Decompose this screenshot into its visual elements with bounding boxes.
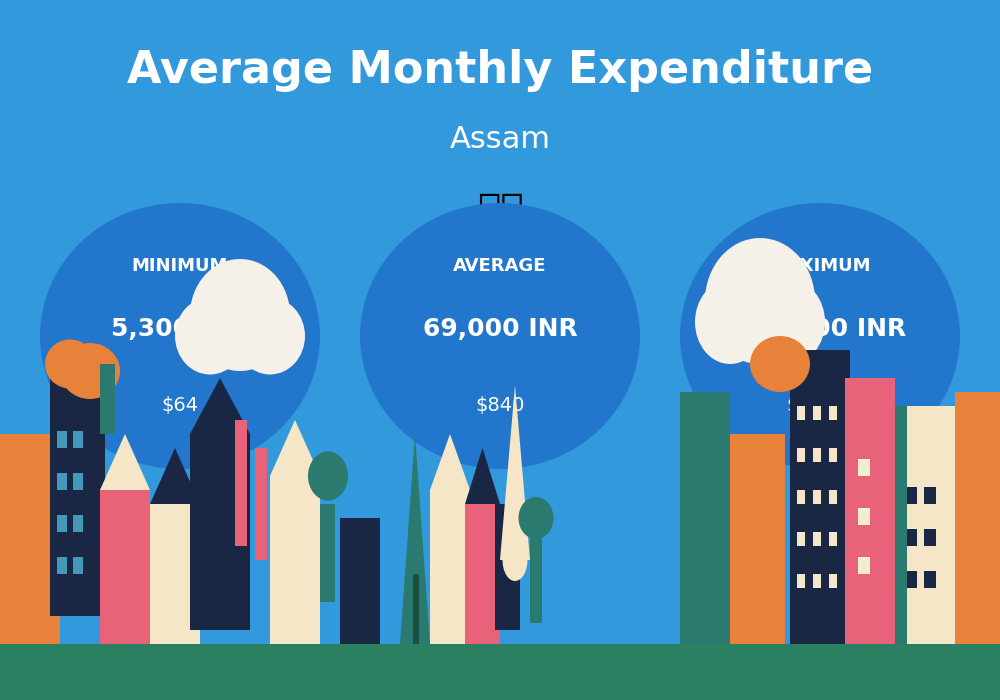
- Bar: [858, 556, 870, 574]
- Bar: [0, 434, 60, 644]
- Bar: [57, 430, 67, 448]
- Ellipse shape: [175, 298, 245, 374]
- Ellipse shape: [360, 203, 640, 469]
- Text: MAXIMUM: MAXIMUM: [769, 257, 871, 275]
- Bar: [530, 532, 542, 623]
- Ellipse shape: [308, 452, 348, 500]
- Bar: [270, 476, 320, 644]
- Text: 5,300 INR: 5,300 INR: [111, 317, 249, 341]
- Bar: [924, 486, 936, 504]
- Bar: [829, 406, 837, 420]
- Bar: [190, 434, 250, 630]
- Ellipse shape: [750, 336, 810, 392]
- Bar: [895, 406, 907, 644]
- Bar: [413, 574, 419, 644]
- Bar: [73, 556, 83, 574]
- Bar: [430, 490, 470, 644]
- Text: AVERAGE: AVERAGE: [453, 257, 547, 275]
- Bar: [340, 518, 380, 644]
- Polygon shape: [190, 378, 250, 434]
- Bar: [495, 504, 520, 630]
- Ellipse shape: [190, 259, 290, 371]
- Bar: [813, 574, 821, 588]
- Ellipse shape: [695, 280, 765, 364]
- Text: 🇮🇳: 🇮🇳: [477, 191, 523, 229]
- Bar: [829, 532, 837, 546]
- Bar: [0, 644, 1000, 700]
- Polygon shape: [150, 448, 200, 504]
- Bar: [797, 448, 805, 462]
- Bar: [858, 508, 870, 525]
- Bar: [797, 490, 805, 504]
- Bar: [730, 434, 785, 644]
- Bar: [73, 473, 83, 490]
- Bar: [73, 514, 83, 532]
- Bar: [57, 556, 67, 574]
- Bar: [50, 378, 105, 616]
- Ellipse shape: [755, 280, 825, 364]
- Bar: [924, 570, 936, 588]
- Bar: [955, 392, 1000, 644]
- Text: $8,400: $8,400: [786, 396, 854, 416]
- Ellipse shape: [45, 340, 95, 389]
- Bar: [829, 574, 837, 588]
- Bar: [57, 514, 67, 532]
- Bar: [858, 458, 870, 476]
- Bar: [895, 406, 955, 644]
- Ellipse shape: [680, 203, 960, 469]
- Text: MINIMUM: MINIMUM: [132, 257, 228, 275]
- Ellipse shape: [705, 238, 815, 364]
- Bar: [465, 504, 500, 644]
- Text: Average Monthly Expenditure: Average Monthly Expenditure: [127, 48, 873, 92]
- Bar: [924, 528, 936, 546]
- Bar: [73, 430, 83, 448]
- Ellipse shape: [60, 343, 120, 399]
- Ellipse shape: [503, 539, 528, 581]
- Bar: [813, 532, 821, 546]
- Text: $64: $64: [161, 396, 199, 416]
- Polygon shape: [465, 448, 500, 504]
- Polygon shape: [400, 434, 430, 644]
- Bar: [905, 528, 917, 546]
- Ellipse shape: [518, 497, 554, 539]
- Bar: [905, 486, 917, 504]
- Bar: [255, 448, 267, 560]
- Bar: [813, 490, 821, 504]
- Bar: [845, 378, 895, 644]
- Bar: [320, 504, 335, 602]
- Bar: [57, 473, 67, 490]
- Bar: [813, 406, 821, 420]
- Polygon shape: [100, 434, 150, 490]
- Bar: [100, 364, 115, 434]
- Text: 690,000 INR: 690,000 INR: [734, 317, 906, 341]
- Bar: [790, 350, 850, 644]
- Bar: [100, 490, 150, 644]
- Bar: [235, 420, 247, 546]
- Polygon shape: [270, 420, 320, 476]
- Polygon shape: [430, 434, 470, 490]
- Text: 69,000 INR: 69,000 INR: [423, 317, 577, 341]
- Ellipse shape: [40, 203, 320, 469]
- Bar: [680, 392, 730, 644]
- Bar: [813, 448, 821, 462]
- Text: $840: $840: [475, 396, 525, 416]
- Bar: [829, 448, 837, 462]
- Bar: [829, 490, 837, 504]
- Bar: [797, 532, 805, 546]
- Bar: [150, 504, 200, 644]
- Ellipse shape: [235, 298, 305, 374]
- Polygon shape: [500, 385, 530, 560]
- Bar: [797, 574, 805, 588]
- Bar: [905, 570, 917, 588]
- Text: Assam: Assam: [450, 125, 550, 155]
- Bar: [797, 406, 805, 420]
